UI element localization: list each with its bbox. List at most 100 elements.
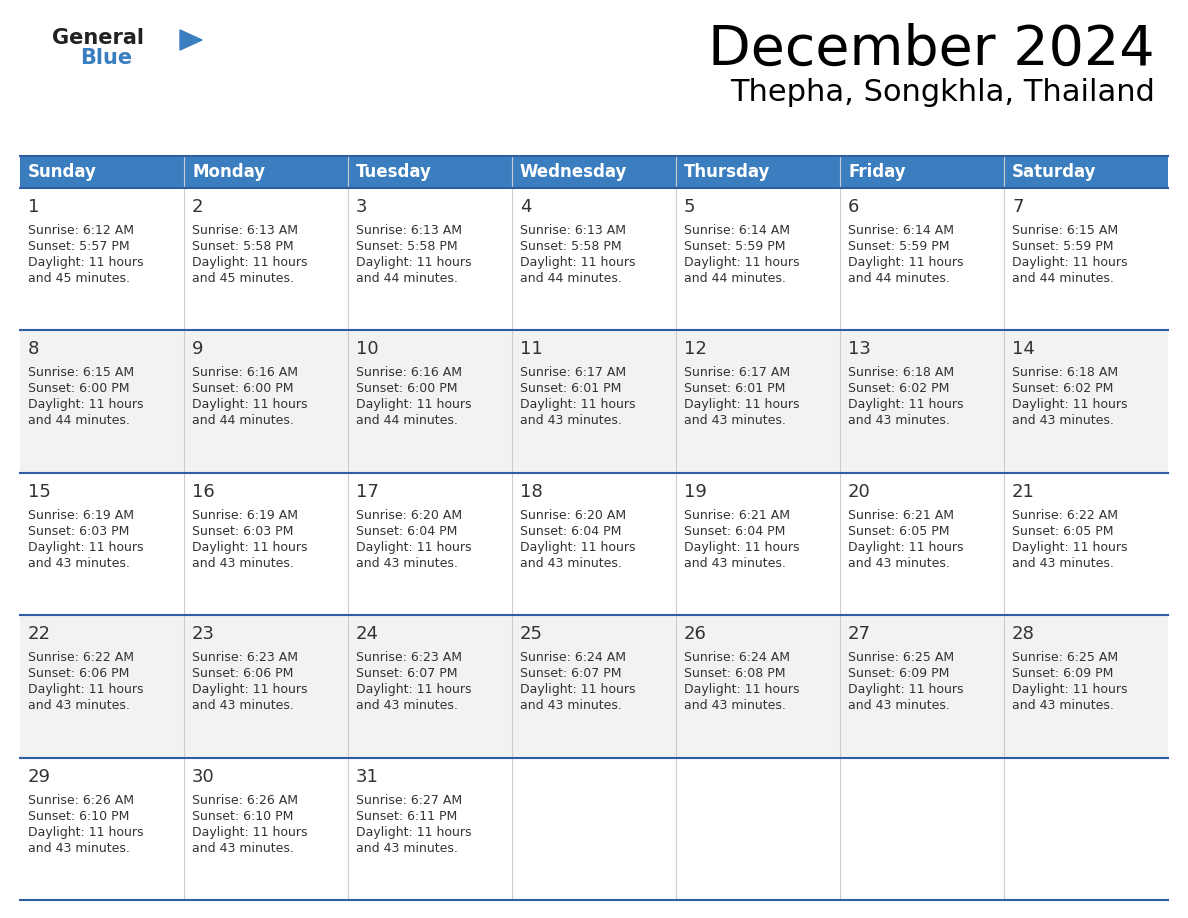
Text: Wednesday: Wednesday — [520, 163, 627, 181]
Text: and 44 minutes.: and 44 minutes. — [848, 272, 950, 285]
Text: and 43 minutes.: and 43 minutes. — [848, 700, 950, 712]
Text: Daylight: 11 hours: Daylight: 11 hours — [29, 825, 144, 839]
Text: and 43 minutes.: and 43 minutes. — [1012, 414, 1114, 428]
Text: and 43 minutes.: and 43 minutes. — [192, 842, 293, 855]
Text: Daylight: 11 hours: Daylight: 11 hours — [356, 256, 472, 269]
Bar — [20, 330, 1168, 473]
Text: and 43 minutes.: and 43 minutes. — [192, 700, 293, 712]
Text: 5: 5 — [684, 198, 695, 216]
Text: Daylight: 11 hours: Daylight: 11 hours — [1012, 541, 1127, 554]
Text: Sunrise: 6:24 AM: Sunrise: 6:24 AM — [520, 651, 626, 665]
Text: Daylight: 11 hours: Daylight: 11 hours — [192, 398, 308, 411]
Text: Sunset: 6:03 PM: Sunset: 6:03 PM — [29, 525, 129, 538]
Text: and 43 minutes.: and 43 minutes. — [29, 700, 129, 712]
Text: General: General — [52, 28, 144, 48]
Text: 11: 11 — [520, 341, 543, 358]
Text: Daylight: 11 hours: Daylight: 11 hours — [192, 256, 308, 269]
Text: 29: 29 — [29, 767, 51, 786]
Text: Sunrise: 6:15 AM: Sunrise: 6:15 AM — [29, 366, 134, 379]
Text: 20: 20 — [848, 483, 871, 501]
Text: and 43 minutes.: and 43 minutes. — [520, 414, 621, 428]
Text: and 43 minutes.: and 43 minutes. — [520, 700, 621, 712]
Text: Daylight: 11 hours: Daylight: 11 hours — [1012, 398, 1127, 411]
Text: Sunrise: 6:23 AM: Sunrise: 6:23 AM — [192, 651, 298, 665]
Text: Sunrise: 6:23 AM: Sunrise: 6:23 AM — [356, 651, 462, 665]
Text: Sunset: 6:02 PM: Sunset: 6:02 PM — [1012, 383, 1113, 396]
Text: Sunrise: 6:20 AM: Sunrise: 6:20 AM — [356, 509, 462, 521]
Text: Sunset: 6:07 PM: Sunset: 6:07 PM — [356, 667, 457, 680]
Text: Sunset: 6:06 PM: Sunset: 6:06 PM — [192, 667, 293, 680]
Text: Daylight: 11 hours: Daylight: 11 hours — [192, 825, 308, 839]
Text: and 43 minutes.: and 43 minutes. — [29, 557, 129, 570]
Text: Monday: Monday — [192, 163, 265, 181]
Text: and 44 minutes.: and 44 minutes. — [356, 272, 457, 285]
Text: 24: 24 — [356, 625, 379, 644]
Text: Sunrise: 6:16 AM: Sunrise: 6:16 AM — [192, 366, 298, 379]
Text: Sunset: 5:57 PM: Sunset: 5:57 PM — [29, 240, 129, 253]
Text: Daylight: 11 hours: Daylight: 11 hours — [192, 683, 308, 696]
Text: Daylight: 11 hours: Daylight: 11 hours — [848, 398, 963, 411]
Text: 7: 7 — [1012, 198, 1024, 216]
Text: Sunrise: 6:26 AM: Sunrise: 6:26 AM — [192, 793, 298, 807]
Text: Sunset: 6:04 PM: Sunset: 6:04 PM — [356, 525, 457, 538]
Bar — [20, 188, 1168, 330]
Text: Sunset: 6:04 PM: Sunset: 6:04 PM — [520, 525, 621, 538]
Text: Sunset: 6:10 PM: Sunset: 6:10 PM — [29, 810, 129, 823]
Text: 25: 25 — [520, 625, 543, 644]
Text: 15: 15 — [29, 483, 51, 501]
Text: Sunrise: 6:21 AM: Sunrise: 6:21 AM — [848, 509, 954, 521]
Text: Sunrise: 6:18 AM: Sunrise: 6:18 AM — [1012, 366, 1118, 379]
Text: Sunrise: 6:20 AM: Sunrise: 6:20 AM — [520, 509, 626, 521]
Text: 10: 10 — [356, 341, 379, 358]
Text: 16: 16 — [192, 483, 215, 501]
Text: and 43 minutes.: and 43 minutes. — [848, 557, 950, 570]
Text: Daylight: 11 hours: Daylight: 11 hours — [520, 256, 636, 269]
Text: Daylight: 11 hours: Daylight: 11 hours — [684, 683, 800, 696]
Text: 27: 27 — [848, 625, 871, 644]
Text: and 44 minutes.: and 44 minutes. — [1012, 272, 1114, 285]
Text: Sunrise: 6:25 AM: Sunrise: 6:25 AM — [1012, 651, 1118, 665]
Text: 22: 22 — [29, 625, 51, 644]
Text: Daylight: 11 hours: Daylight: 11 hours — [684, 256, 800, 269]
Text: Sunrise: 6:17 AM: Sunrise: 6:17 AM — [520, 366, 626, 379]
Text: Sunrise: 6:26 AM: Sunrise: 6:26 AM — [29, 793, 134, 807]
Text: Sunset: 6:05 PM: Sunset: 6:05 PM — [848, 525, 949, 538]
Text: Sunrise: 6:13 AM: Sunrise: 6:13 AM — [520, 224, 626, 237]
Text: Sunrise: 6:13 AM: Sunrise: 6:13 AM — [192, 224, 298, 237]
Text: Sunrise: 6:13 AM: Sunrise: 6:13 AM — [356, 224, 462, 237]
Text: Sunset: 5:58 PM: Sunset: 5:58 PM — [356, 240, 457, 253]
Text: 6: 6 — [848, 198, 859, 216]
Text: Sunrise: 6:21 AM: Sunrise: 6:21 AM — [684, 509, 790, 521]
Text: and 43 minutes.: and 43 minutes. — [192, 557, 293, 570]
Text: Daylight: 11 hours: Daylight: 11 hours — [684, 541, 800, 554]
Text: and 43 minutes.: and 43 minutes. — [684, 700, 786, 712]
Text: Sunset: 5:59 PM: Sunset: 5:59 PM — [848, 240, 949, 253]
Text: Sunrise: 6:22 AM: Sunrise: 6:22 AM — [29, 651, 134, 665]
Text: 4: 4 — [520, 198, 531, 216]
Text: and 43 minutes.: and 43 minutes. — [1012, 557, 1114, 570]
Text: 23: 23 — [192, 625, 215, 644]
Text: Daylight: 11 hours: Daylight: 11 hours — [192, 541, 308, 554]
Text: and 44 minutes.: and 44 minutes. — [356, 414, 457, 428]
Text: Blue: Blue — [80, 48, 132, 68]
Text: and 44 minutes.: and 44 minutes. — [192, 414, 293, 428]
Text: Sunset: 6:04 PM: Sunset: 6:04 PM — [684, 525, 785, 538]
Text: 14: 14 — [1012, 341, 1035, 358]
Text: 30: 30 — [192, 767, 215, 786]
Text: and 43 minutes.: and 43 minutes. — [1012, 700, 1114, 712]
Text: Sunrise: 6:12 AM: Sunrise: 6:12 AM — [29, 224, 134, 237]
Text: 2: 2 — [192, 198, 203, 216]
Text: Daylight: 11 hours: Daylight: 11 hours — [356, 398, 472, 411]
Text: and 44 minutes.: and 44 minutes. — [29, 414, 129, 428]
Text: Sunset: 6:00 PM: Sunset: 6:00 PM — [29, 383, 129, 396]
Text: Sunset: 6:06 PM: Sunset: 6:06 PM — [29, 667, 129, 680]
Text: Sunrise: 6:16 AM: Sunrise: 6:16 AM — [356, 366, 462, 379]
Text: and 44 minutes.: and 44 minutes. — [684, 272, 786, 285]
Text: Daylight: 11 hours: Daylight: 11 hours — [684, 398, 800, 411]
Text: 18: 18 — [520, 483, 543, 501]
Text: Sunrise: 6:27 AM: Sunrise: 6:27 AM — [356, 793, 462, 807]
Polygon shape — [181, 30, 202, 50]
Text: Sunset: 6:09 PM: Sunset: 6:09 PM — [1012, 667, 1113, 680]
Text: 31: 31 — [356, 767, 379, 786]
Text: Sunrise: 6:18 AM: Sunrise: 6:18 AM — [848, 366, 954, 379]
